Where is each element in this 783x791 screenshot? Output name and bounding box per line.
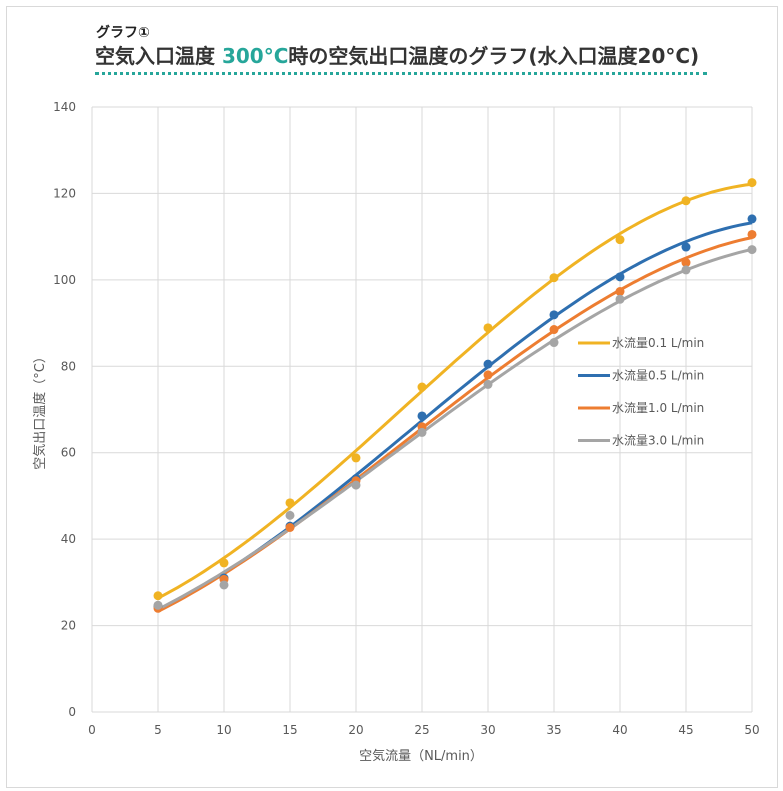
- data-point: [285, 510, 295, 520]
- legend: 水流量0.1 L/min 水流量0.5 L/min 水流量1.0 L/min 水流量3…: [578, 336, 704, 448]
- data-point: [747, 178, 757, 188]
- grid: [91, 106, 753, 713]
- data-point: [483, 370, 493, 380]
- x-tick-label: 0: [88, 723, 96, 737]
- y-axis-label: 空気出口温度（°C）: [32, 350, 48, 470]
- tick-labels: 0 5 10 15 20 25 30 35 40 45 50 0 20 40 60 80 100 120 140: [53, 100, 760, 737]
- data-point: [681, 196, 691, 206]
- x-tick-label: 45: [678, 723, 693, 737]
- x-axis-label: 空気流量（NL/min）: [359, 748, 483, 764]
- x-tick-label: 20: [348, 723, 363, 737]
- y-tick-label: 100: [53, 273, 76, 287]
- legend-label: 水流量1.0 L/min: [612, 401, 704, 415]
- data-point: [483, 379, 493, 389]
- data-points: [153, 178, 757, 613]
- data-point: [483, 359, 493, 369]
- chart-title: 空気入口温度 300°C時の空気出口温度のグラフ(水入口温度20°C): [95, 40, 699, 69]
- title-suffix: 時の空気出口温度のグラフ(水入口温度20°C): [288, 44, 700, 68]
- y-tick-label: 0: [68, 705, 76, 719]
- x-tick-label: 50: [744, 723, 759, 737]
- data-point: [747, 229, 757, 239]
- x-tick-label: 15: [282, 723, 297, 737]
- data-point: [681, 258, 691, 268]
- data-point: [549, 310, 559, 320]
- title-divider: [95, 72, 707, 75]
- data-point: [417, 427, 427, 437]
- data-point: [681, 242, 691, 252]
- data-point: [615, 287, 625, 297]
- data-point: [549, 338, 559, 348]
- data-point: [747, 245, 757, 255]
- y-tick-label: 140: [53, 100, 76, 114]
- chart-subtitle: グラフ①: [96, 25, 150, 41]
- data-point: [417, 411, 427, 421]
- data-point: [351, 453, 361, 463]
- y-tick-label: 120: [53, 186, 76, 200]
- x-tick-label: 40: [612, 723, 627, 737]
- x-tick-label: 25: [414, 723, 429, 737]
- x-tick-label: 10: [216, 723, 231, 737]
- data-point: [681, 265, 691, 275]
- data-point: [549, 273, 559, 283]
- data-point: [615, 272, 625, 282]
- y-tick-label: 20: [61, 619, 76, 633]
- data-point: [747, 214, 757, 224]
- trendline-0: [157, 182, 753, 600]
- chart-frame: [6, 6, 778, 788]
- x-tick-label: 5: [154, 723, 162, 737]
- data-point: [417, 382, 427, 392]
- data-point: [219, 580, 229, 590]
- title-prefix: 空気入口温度: [95, 44, 222, 68]
- data-point: [549, 325, 559, 335]
- data-point: [153, 600, 163, 610]
- y-tick-label: 60: [61, 446, 76, 460]
- title-accent: 300°C: [221, 44, 289, 68]
- legend-label: 水流量0.5 L/min: [612, 369, 704, 383]
- data-point: [615, 235, 625, 245]
- data-point: [615, 294, 625, 304]
- x-tick-label: 35: [546, 723, 561, 737]
- legend-label: 水流量3.0 L/min: [612, 434, 704, 448]
- data-point: [285, 498, 295, 508]
- trendline-3: [157, 247, 753, 611]
- trendline-2: [157, 236, 753, 613]
- y-tick-label: 80: [61, 359, 76, 373]
- x-tick-label: 30: [480, 723, 495, 737]
- trendlines: [157, 182, 753, 613]
- data-point: [153, 591, 163, 601]
- legend-label: 水流量0.1 L/min: [612, 336, 704, 350]
- data-point: [285, 522, 295, 532]
- data-point: [351, 480, 361, 490]
- y-tick-label: 40: [61, 532, 76, 546]
- data-point: [483, 323, 493, 333]
- data-point: [219, 558, 229, 568]
